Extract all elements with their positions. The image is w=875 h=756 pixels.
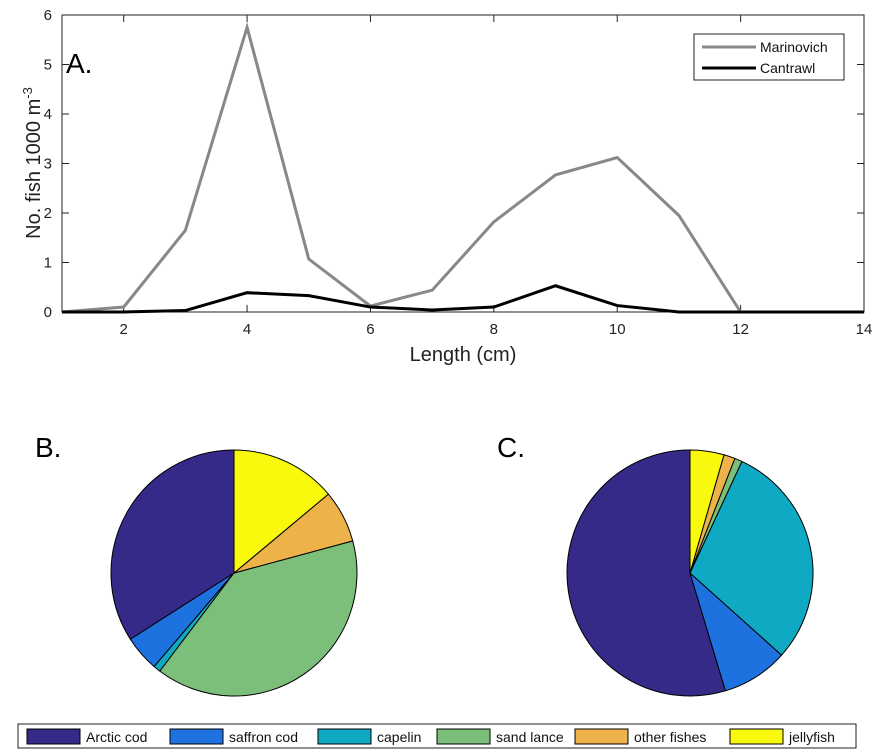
- x-tick-label: 8: [490, 321, 498, 338]
- line-legend-box: [693, 33, 845, 81]
- line-series-group: [61, 21, 864, 314]
- pie-slice-sand-lance: [159, 540, 358, 697]
- legend-label-capelin: capelin: [377, 729, 421, 745]
- y-axis-label-main: No. fish 1000 m: [23, 99, 45, 239]
- legend-label-other-fishes: other fishes: [634, 729, 706, 745]
- x-tick-label: 2: [120, 321, 128, 338]
- pie-slice-capelin: [689, 460, 814, 656]
- panel-a-label: A.: [66, 48, 92, 79]
- x-tick-labels: 2 4 6 8 10 12 14: [120, 321, 873, 338]
- x-tick-label: 4: [243, 321, 251, 338]
- legend-label-arctic-cod: Arctic cod: [86, 729, 147, 745]
- legend-label-marinovich: Marinovich: [760, 39, 828, 55]
- legend-swatch-saffron-cod: [169, 728, 224, 745]
- legend-label-saffron-cod: saffron cod: [229, 729, 298, 745]
- pie-slice-jellyfish: [689, 449, 725, 574]
- pie-chart-c-panel: C.: [497, 432, 814, 697]
- legend-swatch-sand-lance: [436, 728, 491, 745]
- pie-slice-arctic-cod: [110, 449, 235, 640]
- pie-chart-b: [110, 449, 358, 697]
- legend-swatch-other-fishes: [574, 728, 629, 745]
- x-tick-label: 6: [366, 321, 374, 338]
- pie-legend: Arctic cod saffron cod capelin sand lance ot…: [17, 723, 857, 749]
- y-axis-label: No. fish 1000 m-3: [20, 87, 45, 239]
- legend-label-jellyfish: jellyfish: [788, 729, 835, 745]
- y-tick-label: 5: [44, 57, 52, 74]
- x-tick-label: 10: [609, 321, 626, 338]
- x-tick-label: 12: [732, 321, 749, 338]
- legend-swatch-capelin: [317, 728, 372, 745]
- legend-label-sand-lance: sand lance: [496, 729, 564, 745]
- pie-slice-jellyfish: [233, 449, 330, 575]
- y-tick-label: 0: [44, 304, 52, 321]
- y-tick-label: 6: [44, 7, 52, 24]
- legend-swatch-jellyfish: [729, 728, 784, 745]
- y-tick-label: 2: [44, 205, 52, 222]
- line-series-cantrawl: [62, 284, 864, 314]
- y-axis-label-exponent: -3: [20, 87, 35, 99]
- legend-label-cantrawl: Cantrawl: [760, 60, 815, 76]
- y-tick-label: 4: [44, 106, 52, 123]
- pie-chart-b-panel: B.: [35, 432, 358, 697]
- y-tick-labels: 0 1 2 3 4 5 6: [44, 7, 52, 321]
- x-axis-label: Length (cm): [410, 344, 517, 366]
- line-legend: Marinovich Cantrawl: [693, 33, 845, 81]
- y-tick-label: 3: [44, 156, 52, 173]
- pie-chart-c: [566, 449, 814, 697]
- x-tick-label: 14: [856, 321, 873, 338]
- line-series-marinovich: [61, 21, 864, 314]
- panel-c-label: C.: [497, 432, 525, 463]
- panel-b-label: B.: [35, 432, 61, 463]
- pie-legend-items: Arctic cod saffron cod capelin sand lance ot…: [26, 728, 835, 745]
- pie-slice-arctic-cod: [566, 449, 727, 697]
- legend-swatch-arctic-cod: [26, 728, 81, 745]
- y-tick-label: 1: [44, 255, 52, 272]
